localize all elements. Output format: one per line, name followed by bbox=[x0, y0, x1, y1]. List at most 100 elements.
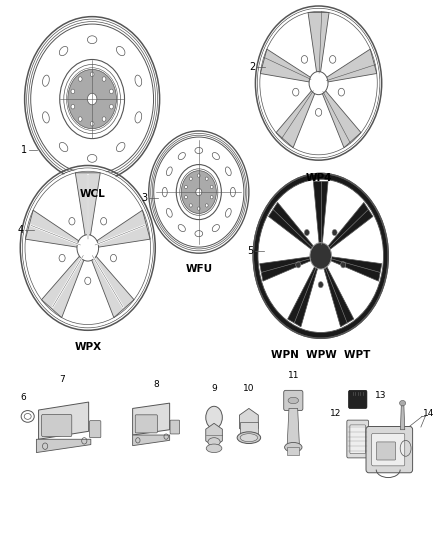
Polygon shape bbox=[330, 257, 382, 281]
Text: 7: 7 bbox=[60, 375, 65, 384]
Ellipse shape bbox=[90, 72, 94, 77]
Ellipse shape bbox=[178, 152, 185, 159]
Ellipse shape bbox=[88, 155, 97, 162]
Text: 12: 12 bbox=[330, 409, 342, 418]
Polygon shape bbox=[133, 435, 170, 446]
Ellipse shape bbox=[88, 93, 97, 105]
Text: 1: 1 bbox=[21, 144, 27, 155]
Ellipse shape bbox=[301, 55, 307, 63]
Ellipse shape bbox=[135, 75, 142, 86]
Ellipse shape bbox=[206, 406, 223, 429]
Ellipse shape bbox=[226, 208, 231, 217]
Ellipse shape bbox=[318, 281, 323, 288]
Ellipse shape bbox=[205, 204, 208, 207]
Polygon shape bbox=[324, 266, 354, 327]
Ellipse shape bbox=[338, 88, 345, 96]
Polygon shape bbox=[240, 408, 258, 435]
Ellipse shape bbox=[78, 117, 82, 122]
Ellipse shape bbox=[329, 55, 336, 63]
Ellipse shape bbox=[309, 71, 328, 95]
Text: 14: 14 bbox=[423, 409, 434, 418]
Polygon shape bbox=[42, 254, 85, 318]
FancyBboxPatch shape bbox=[372, 433, 405, 466]
Text: 3: 3 bbox=[141, 193, 148, 204]
Text: WFU: WFU bbox=[185, 264, 212, 274]
FancyBboxPatch shape bbox=[42, 415, 72, 437]
Ellipse shape bbox=[59, 142, 68, 152]
Ellipse shape bbox=[240, 434, 258, 442]
Ellipse shape bbox=[190, 204, 192, 207]
Polygon shape bbox=[287, 447, 300, 455]
Text: 8: 8 bbox=[154, 380, 159, 389]
Ellipse shape bbox=[101, 217, 107, 225]
Text: 9: 9 bbox=[211, 384, 217, 393]
Ellipse shape bbox=[196, 188, 202, 196]
Ellipse shape bbox=[341, 262, 346, 268]
Polygon shape bbox=[325, 49, 377, 82]
Polygon shape bbox=[268, 203, 314, 250]
Ellipse shape bbox=[198, 207, 200, 210]
Text: 5: 5 bbox=[247, 246, 254, 255]
FancyBboxPatch shape bbox=[350, 425, 366, 454]
Polygon shape bbox=[91, 254, 134, 318]
FancyBboxPatch shape bbox=[135, 415, 157, 433]
Ellipse shape bbox=[237, 432, 261, 443]
Polygon shape bbox=[75, 173, 100, 238]
Ellipse shape bbox=[68, 69, 117, 128]
Ellipse shape bbox=[71, 104, 75, 109]
Ellipse shape bbox=[90, 122, 94, 126]
FancyBboxPatch shape bbox=[170, 420, 180, 434]
Text: 2: 2 bbox=[249, 62, 255, 72]
Ellipse shape bbox=[135, 112, 142, 123]
Ellipse shape bbox=[190, 177, 192, 180]
Ellipse shape bbox=[304, 229, 309, 236]
Text: 11: 11 bbox=[287, 371, 299, 380]
Ellipse shape bbox=[210, 185, 213, 189]
Ellipse shape bbox=[181, 171, 216, 214]
Text: WCL: WCL bbox=[79, 189, 105, 199]
Polygon shape bbox=[288, 266, 318, 327]
Polygon shape bbox=[36, 439, 91, 453]
Ellipse shape bbox=[399, 400, 406, 406]
Polygon shape bbox=[322, 90, 361, 148]
Ellipse shape bbox=[110, 254, 117, 262]
Ellipse shape bbox=[210, 196, 213, 199]
Ellipse shape bbox=[296, 262, 301, 268]
Polygon shape bbox=[400, 406, 405, 430]
Ellipse shape bbox=[184, 196, 187, 199]
Ellipse shape bbox=[162, 187, 167, 197]
Ellipse shape bbox=[206, 444, 222, 453]
Ellipse shape bbox=[71, 89, 75, 94]
Ellipse shape bbox=[332, 229, 337, 236]
Ellipse shape bbox=[166, 208, 172, 217]
Ellipse shape bbox=[198, 174, 200, 177]
Ellipse shape bbox=[178, 224, 185, 232]
Text: 6: 6 bbox=[21, 393, 26, 402]
Ellipse shape bbox=[310, 243, 332, 269]
FancyBboxPatch shape bbox=[347, 420, 369, 458]
Ellipse shape bbox=[195, 148, 203, 154]
Ellipse shape bbox=[288, 397, 299, 403]
Polygon shape bbox=[260, 49, 311, 82]
Ellipse shape bbox=[184, 185, 187, 189]
Ellipse shape bbox=[85, 277, 91, 285]
Ellipse shape bbox=[208, 438, 220, 446]
Ellipse shape bbox=[258, 179, 384, 333]
Polygon shape bbox=[287, 408, 300, 445]
Ellipse shape bbox=[110, 89, 113, 94]
Text: WPX: WPX bbox=[74, 342, 101, 352]
Polygon shape bbox=[25, 210, 81, 247]
Ellipse shape bbox=[110, 104, 113, 109]
Ellipse shape bbox=[78, 77, 82, 82]
Text: 10: 10 bbox=[243, 384, 254, 393]
Text: WPN  WPW  WPT: WPN WPW WPT bbox=[271, 350, 371, 360]
Polygon shape bbox=[39, 402, 88, 439]
Ellipse shape bbox=[205, 177, 208, 180]
FancyBboxPatch shape bbox=[377, 442, 396, 460]
Ellipse shape bbox=[102, 77, 106, 82]
Ellipse shape bbox=[42, 112, 49, 123]
Polygon shape bbox=[240, 422, 258, 435]
Ellipse shape bbox=[293, 88, 299, 96]
Ellipse shape bbox=[253, 173, 388, 338]
FancyBboxPatch shape bbox=[284, 390, 303, 410]
